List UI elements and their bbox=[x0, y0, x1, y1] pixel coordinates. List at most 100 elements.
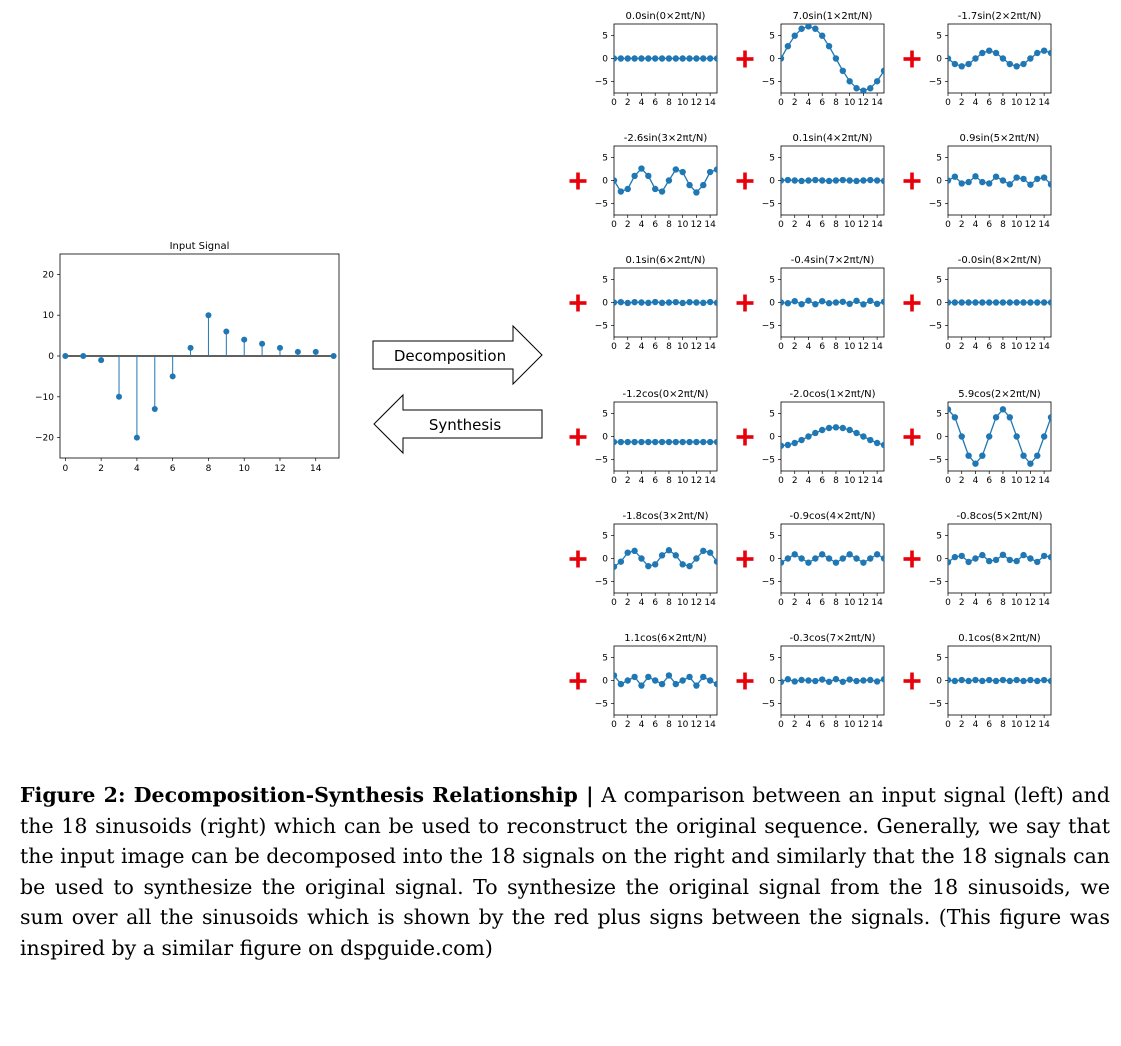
series-point bbox=[992, 299, 1000, 306]
y-tick-label: 0 bbox=[769, 177, 775, 187]
series-point bbox=[979, 677, 986, 685]
x-tick-label: 4 bbox=[973, 598, 979, 608]
y-tick-label: 10 bbox=[43, 311, 55, 321]
series-point bbox=[880, 177, 884, 185]
series-point bbox=[652, 561, 659, 568]
x-tick-label: 0 bbox=[945, 476, 951, 486]
series-point bbox=[693, 555, 700, 562]
y-tick-label: 0 bbox=[602, 677, 608, 687]
x-tick-label: 4 bbox=[973, 342, 979, 352]
input-signal-title: Input Signal bbox=[170, 241, 230, 252]
stem-marker bbox=[205, 312, 212, 319]
y-tick-label: −5 bbox=[595, 456, 608, 466]
series-point bbox=[791, 297, 798, 305]
y-tick-label: 0 bbox=[936, 299, 942, 309]
series-point bbox=[706, 298, 714, 306]
x-tick-label: 14 bbox=[704, 220, 716, 230]
x-tick-label: 8 bbox=[833, 98, 839, 108]
series-point bbox=[700, 55, 707, 62]
x-tick-label: 14 bbox=[1038, 98, 1050, 108]
stem-marker bbox=[312, 348, 319, 355]
x-tick-label: 6 bbox=[986, 476, 992, 486]
plus-bar-v bbox=[910, 172, 914, 190]
series-point bbox=[948, 177, 952, 184]
x-tick-label: 10 bbox=[1011, 98, 1023, 108]
x-tick-label: 0 bbox=[778, 720, 784, 730]
series-point bbox=[1006, 556, 1013, 564]
series-point bbox=[992, 173, 1000, 180]
series-point bbox=[1034, 677, 1041, 685]
x-tick-label: 2 bbox=[792, 720, 798, 730]
series-point bbox=[1034, 299, 1041, 306]
series-point bbox=[1047, 677, 1051, 685]
series-point bbox=[873, 678, 881, 685]
series-point bbox=[631, 438, 638, 446]
y-tick-label: 0 bbox=[936, 433, 942, 443]
y-tick-label: 0 bbox=[936, 55, 942, 65]
series-point bbox=[832, 559, 840, 566]
series-point bbox=[860, 301, 867, 308]
series-point bbox=[645, 172, 652, 180]
x-tick-label: 6 bbox=[986, 98, 992, 108]
plus-sign bbox=[903, 294, 921, 312]
plus-sign bbox=[903, 172, 921, 190]
x-tick-label: 14 bbox=[871, 476, 883, 486]
series-point bbox=[812, 677, 819, 685]
x-tick-label: 10 bbox=[1011, 598, 1023, 608]
x-tick-label: 2 bbox=[625, 98, 631, 108]
x-tick-label: 6 bbox=[819, 220, 825, 230]
stem-marker bbox=[133, 434, 140, 441]
sinusoid-title: -2.6sin(3×2πt/N) bbox=[624, 133, 708, 144]
x-tick-label: 10 bbox=[844, 220, 856, 230]
sinusoid-title: 0.1cos(8×2πt/N) bbox=[958, 633, 1041, 644]
series-point bbox=[867, 436, 874, 444]
series-point bbox=[951, 60, 959, 68]
series-point bbox=[706, 438, 714, 446]
x-tick-label: 12 bbox=[1025, 598, 1036, 608]
plus-sign bbox=[903, 550, 921, 568]
series-point bbox=[867, 555, 874, 562]
series-point bbox=[1006, 60, 1013, 68]
series-point bbox=[624, 185, 631, 193]
plus-bar-v bbox=[910, 550, 914, 568]
series-line bbox=[948, 679, 1051, 682]
x-tick-label: 0 bbox=[611, 98, 617, 108]
series-point bbox=[624, 549, 631, 556]
plus-bar-v bbox=[743, 294, 747, 312]
x-tick-label: 4 bbox=[639, 476, 645, 486]
series-point bbox=[819, 676, 826, 683]
series-point bbox=[1040, 433, 1048, 440]
series-point bbox=[614, 299, 618, 306]
y-tick-label: 0 bbox=[936, 677, 942, 687]
series-point bbox=[819, 32, 826, 39]
series-point bbox=[672, 298, 679, 306]
series-point bbox=[617, 188, 625, 195]
series-point bbox=[979, 178, 986, 186]
series-point bbox=[784, 300, 792, 307]
x-tick-label: 0 bbox=[778, 476, 784, 486]
series-point bbox=[832, 55, 840, 62]
series-point bbox=[1027, 676, 1034, 684]
series-point bbox=[839, 67, 846, 75]
series-point bbox=[638, 165, 645, 172]
series-point bbox=[880, 298, 884, 305]
series-point bbox=[686, 298, 693, 306]
stem-marker bbox=[62, 353, 69, 359]
series-point bbox=[846, 78, 853, 85]
x-tick-label: 12 bbox=[274, 464, 285, 474]
y-tick-label: −5 bbox=[762, 578, 775, 588]
x-tick-label: 2 bbox=[625, 598, 631, 608]
series-line bbox=[614, 167, 717, 194]
x-tick-label: 12 bbox=[858, 220, 869, 230]
series-point bbox=[1020, 299, 1027, 306]
series-point bbox=[781, 177, 785, 184]
x-tick-label: 12 bbox=[691, 220, 702, 230]
x-tick-label: 0 bbox=[778, 342, 784, 352]
series-point bbox=[658, 552, 666, 559]
series-point bbox=[825, 424, 833, 432]
series-point bbox=[839, 176, 846, 184]
series-point bbox=[873, 177, 881, 184]
